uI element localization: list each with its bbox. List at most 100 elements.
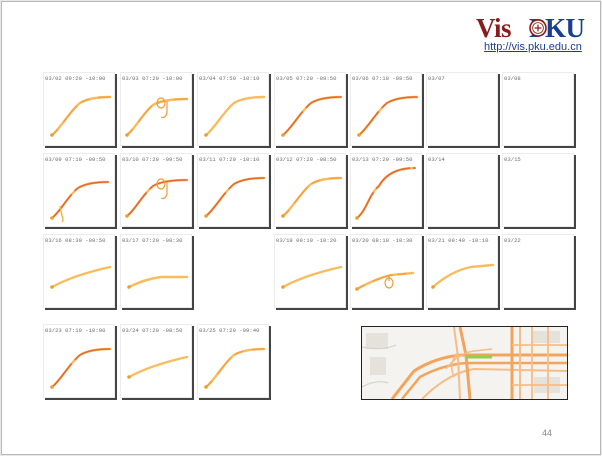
trajectory-cell[interactable]: 03/04 07:50 -10:10 xyxy=(197,72,269,146)
cell-date-label: 03/19 09:10 -10:20 xyxy=(276,237,337,244)
trajectory-start-point xyxy=(125,133,129,137)
trajectory-start-point xyxy=(431,285,435,289)
trajectory-cell[interactable]: 03/02 09:20 -10:00 xyxy=(43,72,115,146)
trajectory-dense-overlay xyxy=(126,179,188,217)
cell-date-label: 03/15 xyxy=(504,156,521,163)
map-minor-road xyxy=(362,344,397,350)
map-minor-road xyxy=(362,381,389,388)
trajectory-dense-overlay xyxy=(356,272,414,290)
trajectory-plot xyxy=(50,95,112,137)
cell-date-label: 03/24 07:20 -08:50 xyxy=(122,327,183,334)
cell-date-label: 03/22 xyxy=(504,237,521,244)
cell-date-label: 03/14 xyxy=(428,156,445,163)
road-map xyxy=(362,327,567,399)
trajectory-plot xyxy=(127,355,189,379)
cell-date-label: 03/23 07:10 -10:00 xyxy=(45,327,106,334)
trajectory-path xyxy=(204,95,266,137)
vispku-logo[interactable]: Vis PKU http://vis.pku.edu.cn xyxy=(476,12,596,58)
trajectory-dense-overlay xyxy=(51,181,109,219)
trajectory-path xyxy=(281,265,343,289)
trajectory-cell[interactable]: 03/03 07:20 -10:00 xyxy=(120,72,192,146)
trajectory-plot xyxy=(431,263,495,289)
trajectory-plot xyxy=(125,97,189,137)
trajectory-cell[interactable]: 03/15 xyxy=(502,153,574,227)
cell-date-label: 03/03 07:20 -10:00 xyxy=(122,75,183,82)
trajectory-start-point xyxy=(204,133,208,137)
trajectory-plot xyxy=(125,178,189,218)
trajectory-path xyxy=(127,355,189,379)
trajectory-dense-overlay xyxy=(51,96,111,136)
trajectory-detour xyxy=(59,205,64,223)
cell-date-label: 03/10 07:20 -09:50 xyxy=(122,156,183,163)
trajectory-cell[interactable]: 03/19 09:10 -10:20 xyxy=(274,234,346,308)
cell-date-label: 03/08 xyxy=(504,75,521,82)
cell-date-label: 03/11 07:20 -10:10 xyxy=(199,156,260,163)
trajectory-dense-overlay xyxy=(205,348,265,388)
trajectory-start-point xyxy=(127,375,131,379)
map-block xyxy=(366,333,388,349)
trajectory-cell[interactable]: 03/11 07:20 -10:10 xyxy=(197,153,269,227)
trajectory-cell[interactable]: 03/12 07:20 -08:50 xyxy=(274,153,346,227)
trajectory-cell[interactable]: 03/10 07:20 -09:50 xyxy=(120,153,192,227)
trajectory-cell[interactable]: 03/06 07:10 -09:50 xyxy=(350,72,422,146)
trajectory-path xyxy=(355,166,417,220)
cell-date-label: 03/04 07:50 -10:10 xyxy=(199,75,260,82)
trajectory-start-point xyxy=(281,214,285,218)
trajectory-cell[interactable]: 03/09 07:10 -09:50 xyxy=(43,153,115,227)
cell-date-label: 03/21 09:40 -10:10 xyxy=(428,237,489,244)
trajectory-start-point xyxy=(125,214,129,218)
trajectory-plot xyxy=(50,265,112,289)
trajectory-cell[interactable]: 03/07 xyxy=(426,72,498,146)
trajectory-cell[interactable]: 03/05 07:20 -09:50 xyxy=(274,72,346,146)
trajectory-plot xyxy=(50,347,112,389)
cell-date-label: 03/25 07:20 -09:40 xyxy=(199,327,260,334)
trajectory-plot xyxy=(50,180,110,223)
trajectory-plot xyxy=(281,265,343,289)
trajectory-start-point xyxy=(50,385,54,389)
trajectory-start-point xyxy=(281,285,285,289)
trajectory-cell[interactable]: 03/17 07:20 -08:30 xyxy=(120,234,192,308)
cell-date-label: 03/13 07:20 -09:50 xyxy=(352,156,413,163)
cell-date-label: 03/16 08:30 -09:50 xyxy=(45,237,106,244)
trajectory-start-point xyxy=(355,216,359,220)
trajectory-loop xyxy=(156,178,166,190)
trajectory-start-point xyxy=(204,214,208,218)
cell-date-label: 03/07 xyxy=(428,75,445,82)
trajectory-start-point xyxy=(127,285,131,289)
trajectory-dense-overlay xyxy=(51,348,111,388)
trajectory-cell[interactable]: 03/13 07:20 -09:50 xyxy=(350,153,422,227)
map-road xyxy=(458,327,472,399)
trajectory-cell[interactable]: 03/24 07:20 -08:50 xyxy=(120,324,192,398)
logo-wordmark: Vis PKU xyxy=(476,12,585,44)
map-road xyxy=(421,367,567,399)
cell-date-label: 03/17 07:20 -08:30 xyxy=(122,237,183,244)
trajectory-plot xyxy=(281,176,343,218)
trajectory-dense-overlay xyxy=(282,177,342,217)
trajectory-loop xyxy=(156,97,166,109)
page-number: 44 xyxy=(542,428,553,438)
trajectory-cell[interactable]: 03/25 07:20 -09:40 xyxy=(197,324,269,398)
trajectory-start-point xyxy=(50,216,54,220)
trajectory-cell[interactable]: 03/22 xyxy=(502,234,574,308)
trajectory-plot xyxy=(281,95,343,137)
trajectory-cell[interactable]: 03/08 xyxy=(502,72,574,146)
logo-url-link[interactable]: http://vis.pku.edu.cn xyxy=(484,41,582,53)
trajectory-cell[interactable]: 03/23 07:10 -10:00 xyxy=(43,324,115,398)
trajectory-plot xyxy=(204,347,266,389)
trajectory-start-point xyxy=(281,133,285,137)
trajectory-plot xyxy=(355,166,417,220)
trajectory-cell[interactable]: 03/20 08:10 -10:30 xyxy=(350,234,422,308)
trajectory-plot xyxy=(204,176,266,218)
trajectory-cell[interactable]: 03/16 08:30 -09:50 xyxy=(43,234,115,308)
trajectory-path xyxy=(127,275,189,289)
trajectory-start-point xyxy=(357,133,361,137)
trajectory-cell[interactable]: 03/21 09:40 -10:10 xyxy=(426,234,498,308)
pku-seal-icon xyxy=(529,19,547,37)
cell-date-label: 03/12 07:20 -08:50 xyxy=(276,156,337,163)
trajectory-cell[interactable]: 03/14 xyxy=(426,153,498,227)
trajectory-dense-overlay xyxy=(282,96,342,136)
cell-date-label: 03/06 07:10 -09:50 xyxy=(352,75,413,82)
trajectory-start-point xyxy=(50,133,54,137)
map-ramp xyxy=(450,352,459,378)
